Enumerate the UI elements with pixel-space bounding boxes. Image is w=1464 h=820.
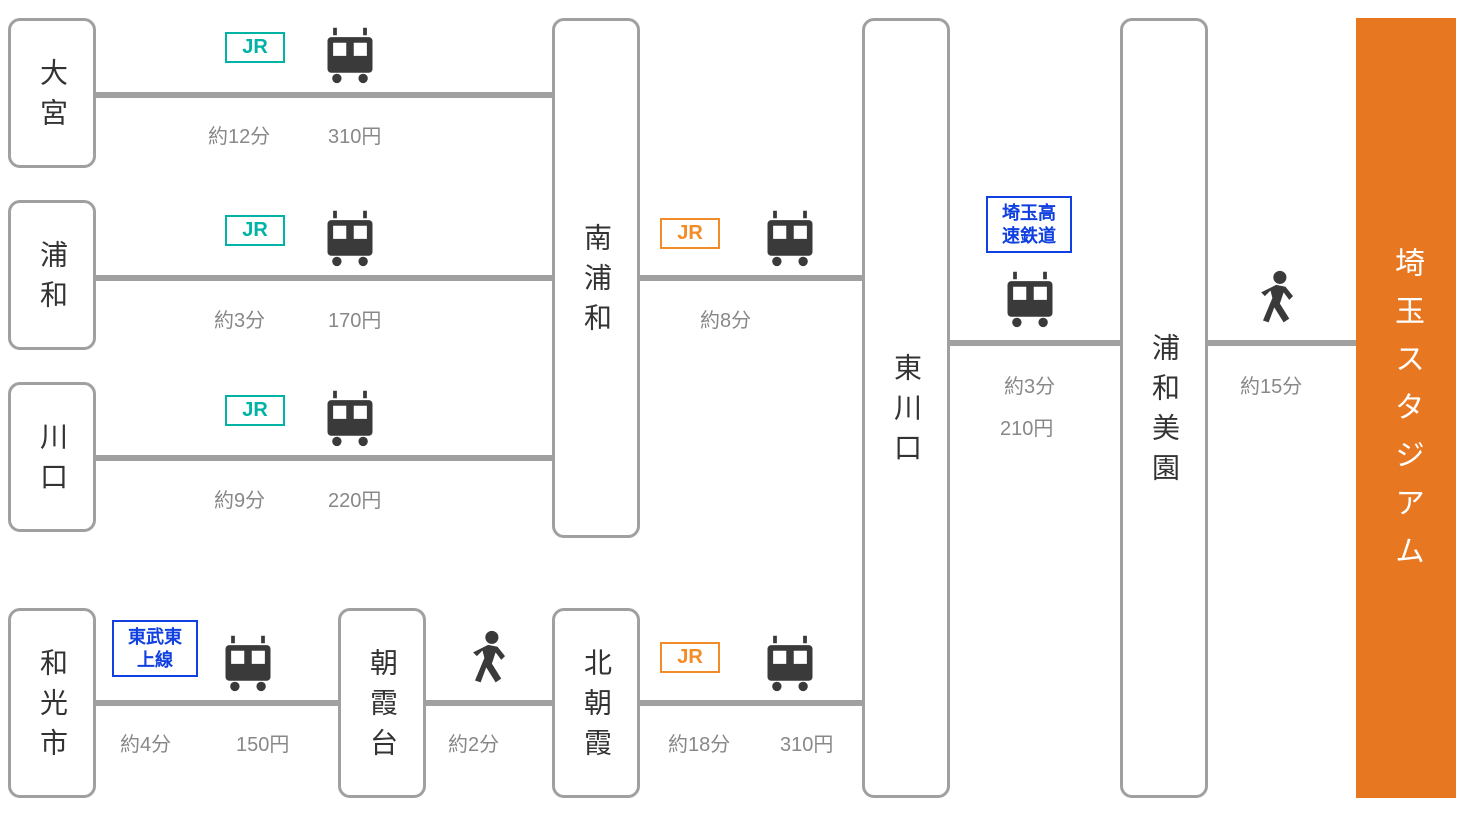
route-line — [96, 455, 552, 461]
station-kawaguchi: 川口 — [8, 382, 96, 532]
train-icon — [1000, 268, 1060, 333]
line-badge-jr: JR — [660, 642, 720, 673]
station-higashi_kawaguchi: 東川口 — [862, 18, 950, 798]
segment-info: 約18分 — [668, 728, 730, 757]
train-icon — [218, 632, 278, 697]
line-badge-jr: JR — [225, 395, 285, 426]
station-urawa: 浦和 — [8, 200, 96, 350]
station-urawa_misono: 浦和美園 — [1120, 18, 1208, 798]
segment-info: 約3分 — [214, 304, 265, 333]
train-icon — [320, 207, 380, 272]
route-line — [96, 92, 552, 98]
station-wakoshi: 和光市 — [8, 608, 96, 798]
route-line — [640, 700, 862, 706]
station-omiya: 大宮 — [8, 18, 96, 168]
segment-info: 約8分 — [700, 304, 751, 333]
route-line — [96, 275, 552, 281]
segment-info: 170円 — [328, 304, 381, 333]
station-kita_asaka: 北朝霞 — [552, 608, 640, 798]
line-badge-jr: JR — [660, 218, 720, 249]
segment-info: 310円 — [780, 728, 833, 757]
segment-info: 150円 — [236, 728, 289, 757]
train-icon — [320, 24, 380, 89]
route-line — [950, 340, 1120, 346]
segment-info: 210円 — [1000, 412, 1053, 441]
line-badge-jr: JR — [225, 32, 285, 63]
segment-info: 約15分 — [1240, 370, 1302, 399]
segment-info: 約9分 — [214, 484, 265, 513]
segment-info: 約3分 — [1004, 370, 1055, 399]
segment-info: 約12分 — [208, 120, 270, 149]
route-line — [1208, 340, 1356, 346]
train-icon — [760, 632, 820, 697]
train-icon — [760, 207, 820, 272]
walk-icon — [1248, 268, 1308, 333]
route-line — [640, 275, 862, 281]
destination: 埼玉スタジアム — [1356, 18, 1456, 798]
segment-info: 約2分 — [448, 728, 499, 757]
walk-icon — [460, 628, 520, 693]
line-badge-jr: JR — [225, 215, 285, 246]
station-minami_urawa: 南浦和 — [552, 18, 640, 538]
segment-info: 220円 — [328, 484, 381, 513]
train-icon — [320, 387, 380, 452]
segment-info: 約4分 — [120, 728, 171, 757]
segment-info: 310円 — [328, 120, 381, 149]
route-line — [426, 700, 552, 706]
line-badge-saitama: 埼玉高速鉄道 — [986, 196, 1072, 253]
line-badge-tobu: 東武東上線 — [112, 620, 198, 677]
route-line — [96, 700, 338, 706]
station-asakadai: 朝霞台 — [338, 608, 426, 798]
